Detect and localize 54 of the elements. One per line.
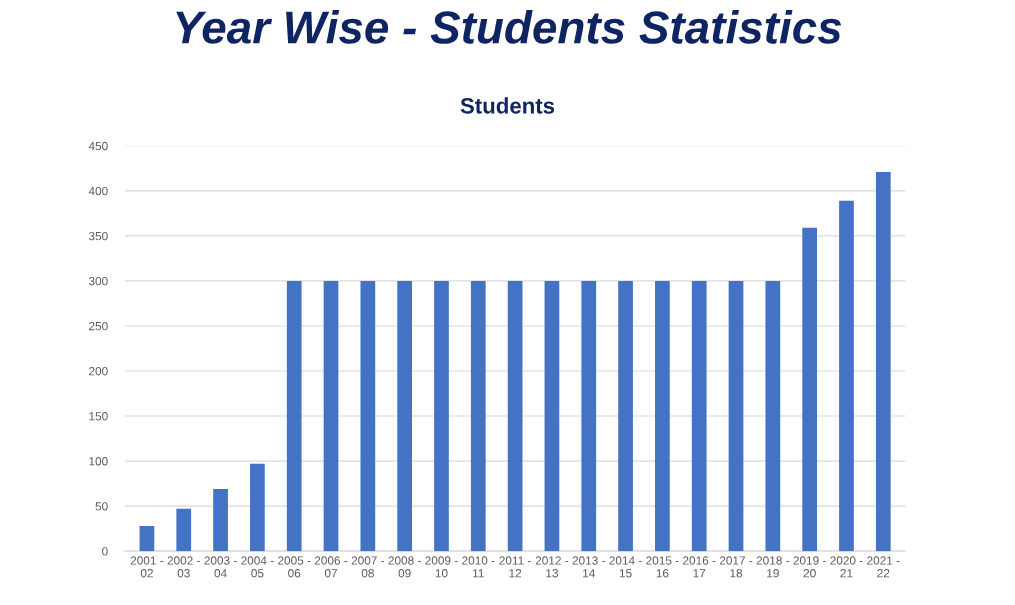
bar [139,525,155,552]
x-tick-label: 2010 - 11 [462,556,495,578]
bar [765,280,781,552]
x-tick-label: 2001 - 02 [130,556,164,578]
x-tick-label: 2003 - 04 [204,556,237,578]
x-tick-label: 2013 - 14 [572,556,605,578]
x-tick-label: 2004 - 05 [241,556,274,578]
bar [544,280,560,552]
bar [802,227,818,552]
bar [360,280,376,552]
x-tick-label: 2021 - 22 [867,556,900,578]
y-tick-label: 250 [89,321,108,331]
bar [397,280,413,552]
bar [286,280,302,552]
y-tick-label: 300 [88,276,108,286]
x-tick-label: 2018 - 19 [756,556,790,578]
x-tick-label: 2008 - 09 [388,556,421,578]
bar [875,171,891,552]
y-tick-label: 50 [95,502,108,511]
bar [323,280,339,552]
y-tick-label: 400 [88,186,108,196]
bar [213,489,228,552]
y-tick-label: 200 [89,367,108,376]
bar [470,280,486,552]
x-tick-label: 2019 - 20 [793,556,826,578]
y-tick-label: 100 [89,457,108,466]
y-tick-label: 0 [102,547,108,556]
bar [507,280,523,552]
x-tick-label: 2002 - 03 [167,556,200,578]
bar [618,280,633,552]
bar [655,280,670,552]
x-tick-label: 2020 - 21 [830,556,863,578]
y-tick-label: 150 [89,412,108,421]
bar [581,280,597,552]
chart-title: Year Wise - Students Statistics [176,10,842,44]
bar [728,280,744,552]
y-tick-label: 350 [88,231,108,241]
x-tick-label: 2006 - 07 [314,556,348,578]
x-tick-label: 2016 - 17 [683,556,716,578]
bar [839,200,854,552]
x-tick-label: 2017 - 18 [719,556,753,578]
bar [691,280,707,552]
chart-subtitle: Students [460,97,555,114]
bar [250,463,265,552]
x-tick-label: 2005 - 06 [278,556,311,578]
x-tick-label: 2012 - 13 [535,556,569,578]
bar [176,508,192,552]
x-tick-label: 2014 - 15 [609,556,642,578]
x-tick-label: 2011 - 12 [499,556,531,578]
bar [434,280,449,552]
x-tick-label: 2015 - 16 [646,556,679,578]
x-tick-label: 2009 - 10 [425,556,458,578]
x-tick-label: 2007 - 08 [351,556,385,578]
y-tick-label: 450 [88,141,108,151]
